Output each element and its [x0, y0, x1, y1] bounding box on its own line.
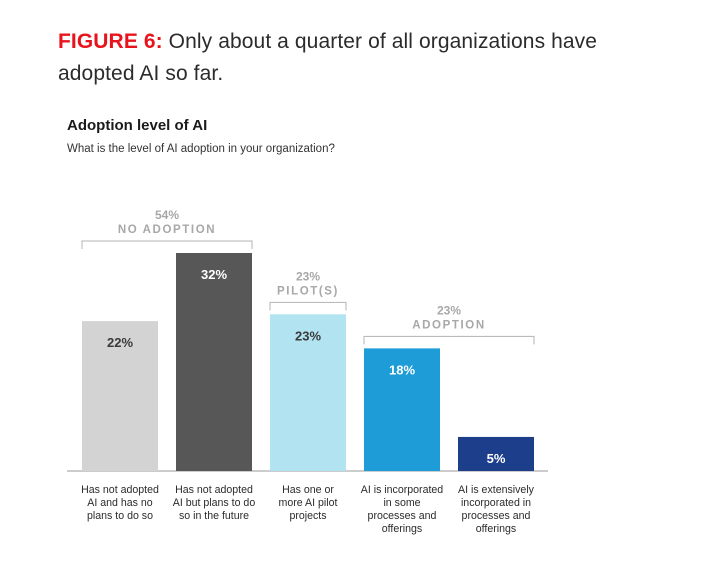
category-label-1-line-3: plans to do so — [87, 510, 153, 522]
bar-value-label-5: 5% — [487, 451, 506, 466]
group-bracket-1 — [81, 240, 253, 249]
group-name-3: ADOPTION — [412, 319, 486, 331]
category-label-5-line-1: AI is extensively — [458, 484, 535, 496]
group-bracket-2 — [269, 301, 347, 311]
chart-subtitle: What is the level of AI adoption in your… — [67, 143, 335, 155]
category-label-3-line-1: Has one or — [282, 484, 334, 496]
group-percent-2: 23% — [296, 269, 320, 283]
bar-3 — [270, 314, 346, 471]
category-label-5-line-3: processes and — [462, 510, 531, 522]
figure-caption: Only about a quarter of all organization… — [58, 30, 598, 85]
bar-value-label-4: 18% — [389, 362, 415, 377]
chart-title: Adoption level of AI — [67, 117, 208, 134]
category-label-1-line-1: Has not adopted — [81, 484, 159, 496]
category-label-5-line-4: offerings — [476, 523, 516, 535]
bar-4 — [364, 348, 440, 471]
figure-heading: FIGURE 6: Only about a quarter of all or… — [58, 26, 678, 90]
category-label-4-line-3: processes and — [368, 510, 437, 522]
category-label-3-line-3: projects — [289, 510, 326, 522]
category-label-2-line-1: Has not adopted — [175, 484, 253, 496]
bar-1 — [82, 321, 158, 471]
group-bracket-3 — [363, 335, 535, 345]
category-label-5-line-2: incorporated in — [461, 497, 531, 509]
category-label-4-line-4: offerings — [382, 523, 422, 535]
group-percent-1: 54% — [155, 208, 179, 222]
category-label-4-line-1: AI is incorporated — [361, 484, 444, 496]
category-label-2-line-3: so in the future — [179, 510, 249, 522]
group-name-1: NO ADOPTION — [118, 224, 216, 236]
bar-5 — [458, 436, 534, 471]
category-label-3-line-2: more AI pilot — [279, 497, 338, 509]
category-label-1-line-2: AI and has no — [87, 497, 152, 509]
group-percent-3: 23% — [437, 303, 461, 317]
figure-label: FIGURE 6: — [58, 30, 163, 53]
category-label-4-line-2: in some — [383, 497, 420, 509]
bar-2 — [176, 253, 252, 471]
bar-value-label-3: 23% — [295, 328, 321, 343]
bar-value-label-1: 22% — [107, 335, 133, 350]
category-label-2-line-2: AI but plans to do — [173, 497, 256, 509]
bar-value-label-2: 32% — [201, 267, 227, 282]
group-name-2: PILOT(S) — [277, 285, 339, 297]
